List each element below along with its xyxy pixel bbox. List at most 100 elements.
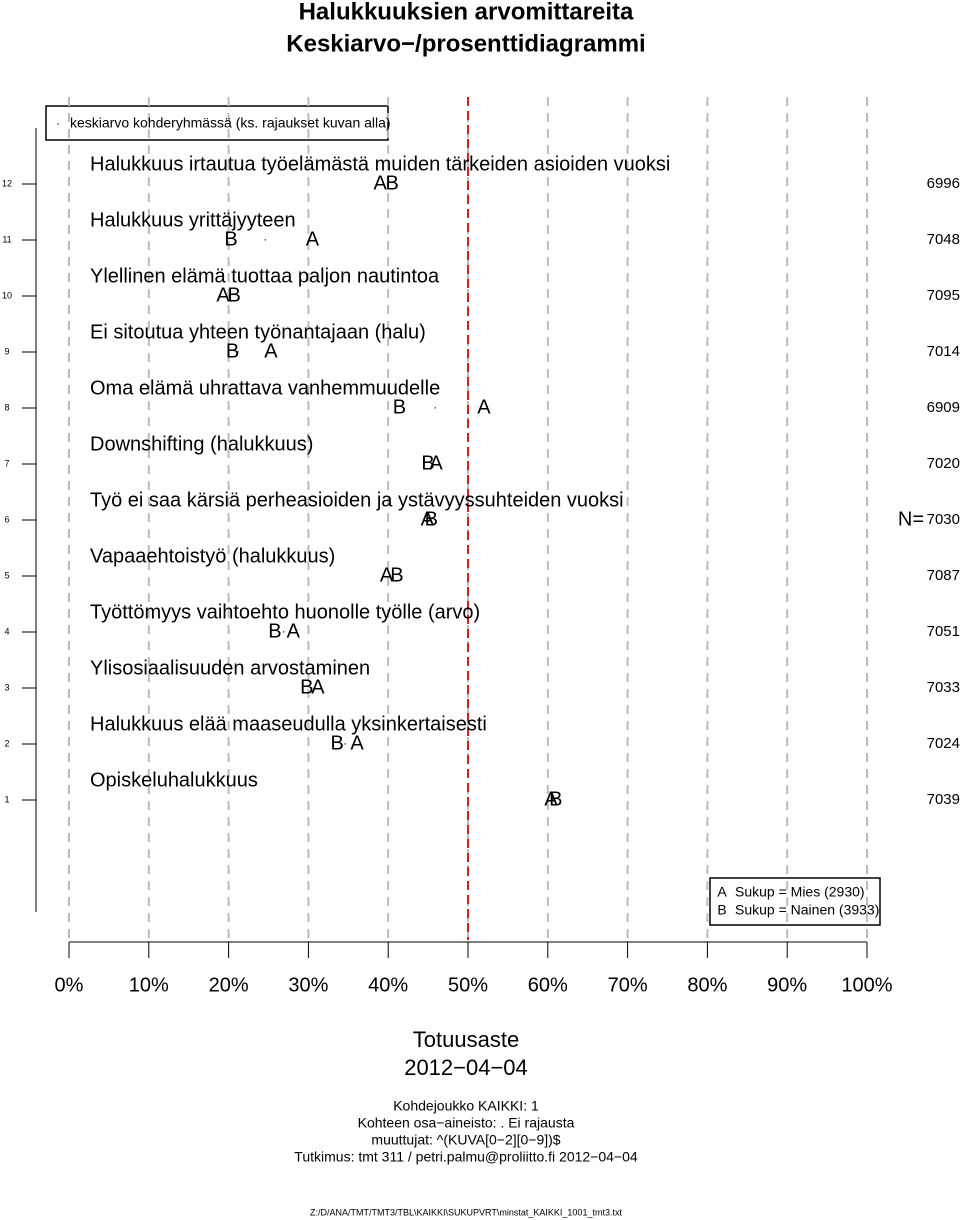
- data-marker: B: [386, 172, 399, 194]
- data-marker: ·: [551, 792, 555, 806]
- data-marker: ·: [263, 232, 267, 246]
- date: 2012−04−04: [404, 1055, 528, 1080]
- x-tick-label: 80%: [687, 974, 727, 996]
- data-marker: A: [429, 452, 443, 474]
- data-marker: A: [287, 620, 301, 642]
- legend-marker: ·: [56, 116, 60, 130]
- data-marker: A: [264, 340, 278, 362]
- data-marker: ·: [310, 680, 314, 694]
- data-marker: A: [477, 396, 491, 418]
- item-label: Ylisosiaalisuuden arvostaminen: [90, 657, 370, 679]
- x-tick-label: 70%: [608, 974, 648, 996]
- n-value: 7014: [927, 343, 960, 360]
- x-tick-label: 20%: [209, 974, 249, 996]
- x-axis-label: Totuusaste: [413, 1027, 519, 1052]
- x-tick-label: 40%: [368, 974, 408, 996]
- item-label: Halukkuus yrittäjyyteen: [90, 209, 296, 231]
- n-value: 6996: [927, 175, 960, 192]
- data-marker: B: [425, 508, 438, 530]
- legend-label: Sukup = Nainen (3933): [735, 902, 879, 918]
- chart-title: Keskiarvo−/prosenttidiagrammi: [286, 30, 645, 57]
- item-label: Työttömyys vaihtoehto huonolle työlle (a…: [90, 601, 480, 623]
- x-tick-label: 10%: [129, 974, 169, 996]
- data-marker: ·: [433, 400, 437, 414]
- data-marker: ·: [282, 624, 286, 638]
- legend-top-box: [45, 105, 389, 141]
- y-tick-label: 10: [2, 290, 12, 300]
- data-marker: ·: [227, 288, 231, 302]
- legend-box: [709, 877, 881, 926]
- item-label: Ei sitoutua yhteen työnantajaan (halu): [90, 321, 426, 343]
- data-marker: B: [393, 396, 406, 418]
- n-value: 7030: [927, 511, 960, 528]
- x-tick-label: 90%: [767, 974, 807, 996]
- data-marker: B: [224, 228, 237, 250]
- data-marker: ·: [390, 568, 394, 582]
- data-marker: ·: [236, 344, 240, 358]
- n-value: 6909: [927, 399, 960, 416]
- data-marker: A: [311, 676, 325, 698]
- item-label: Opiskeluhalukkuus: [90, 769, 258, 791]
- data-marker: B: [549, 788, 562, 810]
- y-tick-label: 2: [4, 738, 9, 748]
- legend-marker: A: [717, 884, 727, 900]
- y-tick-label: 8: [4, 402, 9, 412]
- footnote: Tutkimus: tmt 311 / petri.palmu@proliitt…: [294, 1149, 638, 1165]
- y-tick-label: 1: [4, 794, 9, 804]
- n-value: 7095: [927, 287, 960, 304]
- y-tick-label: 12: [2, 178, 12, 188]
- data-marker: B: [268, 620, 281, 642]
- n-value: 7033: [927, 679, 960, 696]
- data-marker: B: [226, 340, 239, 362]
- item-label: Vapaaehtoistyö (halukkuus): [90, 545, 335, 567]
- data-marker: ·: [428, 512, 432, 526]
- file-path: Z:/D/ANA/TMT/TMT3/TBL\KAIKKI\SUKUPVRT\mi…: [310, 1207, 622, 1217]
- legend-marker: B: [717, 902, 726, 918]
- n-value: 7087: [927, 567, 960, 584]
- footnote: Kohteen osa−aineisto: . Ei rajausta: [358, 1115, 575, 1131]
- y-tick-label: 4: [4, 626, 9, 636]
- y-tick-label: 3: [4, 682, 9, 692]
- data-marker: A: [421, 508, 435, 530]
- item-label: Oma elämä uhrattava vanhemmuudelle: [90, 377, 440, 399]
- data-marker: B: [228, 284, 241, 306]
- y-tick-label: 9: [4, 346, 9, 356]
- x-tick-label: 60%: [528, 974, 568, 996]
- item-label: Halukkuus elää maaseudulla yksinkertaise…: [90, 713, 487, 735]
- item-label: Downshifting (halukkuus): [90, 433, 313, 455]
- n-value: 7024: [927, 735, 960, 752]
- item-label: Ylellinen elämä tuottaa paljon nautintoa: [90, 265, 440, 287]
- data-marker: ·: [385, 176, 389, 190]
- n-value: 7051: [927, 623, 960, 640]
- n-value: 7039: [927, 791, 960, 808]
- y-tick-label: 11: [2, 234, 11, 244]
- n-label: N=: [898, 508, 924, 530]
- item-label: Halukkuus irtautua työelämästä muiden tä…: [90, 153, 670, 175]
- data-marker: A: [544, 788, 558, 810]
- data-marker: A: [306, 228, 320, 250]
- legend-label: Sukup = Mies (2930): [735, 884, 865, 900]
- data-marker: A: [350, 732, 364, 754]
- n-value: 7048: [927, 231, 960, 248]
- data-marker: B: [330, 732, 343, 754]
- footnote: Kohdejoukko KAIKKI: 1: [393, 1098, 539, 1114]
- x-tick-label: 50%: [448, 974, 488, 996]
- x-tick-label: 0%: [55, 974, 84, 996]
- legend-label: keskiarvo kohderyhmässä (ks. rajaukset k…: [70, 115, 391, 131]
- y-tick-label: 5: [4, 570, 9, 580]
- data-marker: A: [216, 284, 230, 306]
- data-marker: ·: [431, 456, 435, 470]
- y-tick-label: 7: [4, 458, 9, 468]
- data-marker: B: [421, 452, 434, 474]
- item-label: Työ ei saa kärsiä perheasioiden ja ystäv…: [90, 489, 624, 511]
- x-tick-label: 30%: [288, 974, 328, 996]
- data-marker: B: [390, 564, 403, 586]
- footnote: muuttujat: ^(KUVA[0−2][0−9])$: [371, 1132, 560, 1148]
- data-marker: A: [374, 172, 388, 194]
- data-marker: ·: [343, 736, 347, 750]
- chart-title: Halukkuuksien arvomittareita: [299, 0, 634, 25]
- data-marker: B: [300, 676, 313, 698]
- y-tick-label: 6: [4, 514, 9, 524]
- n-value: 7020: [927, 455, 960, 472]
